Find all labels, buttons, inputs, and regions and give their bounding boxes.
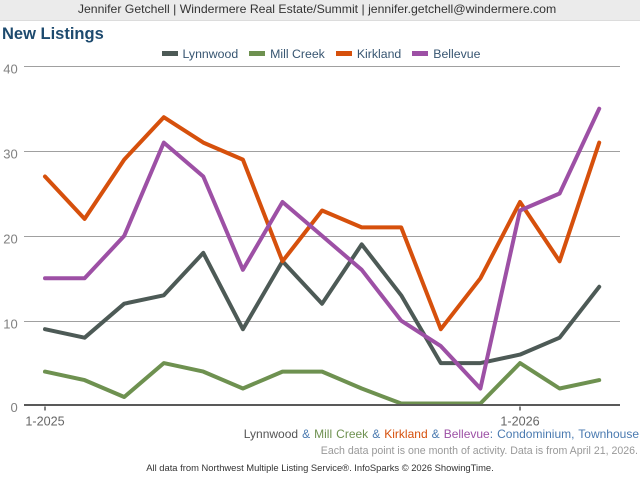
svg-text:10: 10 xyxy=(3,316,17,331)
svg-text:1-2026: 1-2026 xyxy=(500,414,539,428)
svg-text:30: 30 xyxy=(3,147,17,162)
svg-text:20: 20 xyxy=(3,231,17,246)
svg-text:1-2025: 1-2025 xyxy=(25,414,64,428)
svg-text:0: 0 xyxy=(10,400,17,415)
svg-text:40: 40 xyxy=(3,61,17,76)
